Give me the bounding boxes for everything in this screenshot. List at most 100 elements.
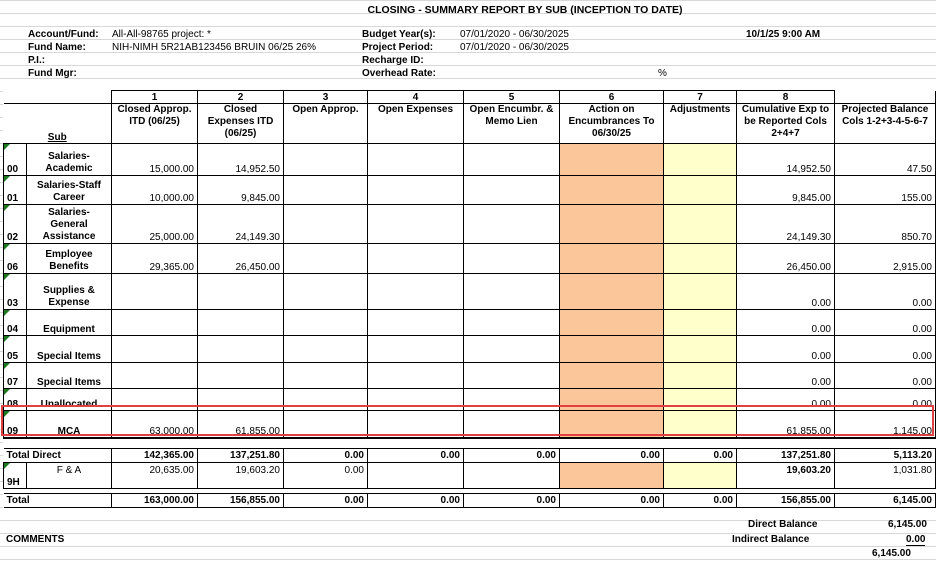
fa-c5[interactable] (463, 462, 560, 489)
fa-row[interactable]: 9H F & A 20,635.00 19,603.20 0.00 19,603… (3, 462, 936, 489)
grand-balance-value[interactable]: 6,145.00 (872, 548, 911, 559)
action-encumbrance-cell[interactable] (559, 243, 664, 274)
open-encumbr-cell[interactable] (463, 143, 560, 176)
fa-c4[interactable] (367, 462, 464, 489)
closed-approp-cell[interactable]: 15,000.00 (111, 143, 198, 176)
open-approp-cell[interactable] (283, 410, 368, 439)
cumulative-exp-cell[interactable]: 0.00 (736, 309, 835, 336)
cumulative-exp-cell[interactable]: 0.00 (736, 362, 835, 389)
action-encumbrance-cell[interactable] (559, 410, 664, 439)
total-direct-c4[interactable]: 0.00 (367, 448, 464, 463)
action-encumbrance-cell[interactable] (559, 362, 664, 389)
cumulative-exp-cell[interactable]: 14,952.50 (736, 143, 835, 176)
adjustment-cell[interactable] (663, 309, 737, 336)
fa-action-encumbrance[interactable] (559, 462, 664, 489)
open-approp-cell[interactable] (283, 309, 368, 336)
adjustment-cell[interactable] (663, 243, 737, 274)
closed-expenses-cell[interactable]: 9,845.00 (197, 175, 284, 205)
fa-adjustment[interactable] (663, 462, 737, 489)
open-approp-cell[interactable] (283, 273, 368, 310)
closed-approp-cell[interactable] (111, 335, 198, 363)
total-c1[interactable]: 163,000.00 (111, 493, 198, 508)
adjustment-cell[interactable] (663, 388, 737, 411)
projected-balance-cell[interactable]: 0.00 (834, 388, 936, 411)
open-encumbr-cell[interactable] (463, 175, 560, 205)
budget-year-value[interactable]: 07/01/2020 - 06/30/2025 (460, 29, 569, 40)
closed-expenses-cell[interactable] (197, 362, 284, 389)
open-approp-cell[interactable] (283, 388, 368, 411)
adjustment-cell[interactable] (663, 362, 737, 389)
projected-balance-cell[interactable]: 850.70 (834, 204, 936, 244)
adjustment-cell[interactable] (663, 335, 737, 363)
total-direct-row[interactable]: Total Direct 142,365.00 137,251.80 0.00 … (3, 448, 936, 463)
projected-balance-cell[interactable]: 0.00 (834, 335, 936, 363)
open-encumbr-cell[interactable] (463, 273, 560, 310)
fund-value[interactable]: NIH-NIMH 5R21AB123456 BRUIN 06/25 26% (112, 42, 316, 53)
total-direct-c7[interactable]: 0.00 (663, 448, 737, 463)
projected-balance-cell[interactable]: 1,145.00 (834, 410, 936, 439)
action-encumbrance-cell[interactable] (559, 273, 664, 310)
open-expenses-cell[interactable] (367, 243, 464, 274)
open-approp-cell[interactable] (283, 143, 368, 176)
total-direct-c9[interactable]: 5,113.20 (834, 448, 936, 463)
action-encumbrance-cell[interactable] (559, 388, 664, 411)
cumulative-exp-cell[interactable]: 9,845.00 (736, 175, 835, 205)
closed-expenses-cell[interactable] (197, 388, 284, 411)
open-expenses-cell[interactable] (367, 362, 464, 389)
cumulative-exp-cell[interactable]: 24,149.30 (736, 204, 835, 244)
open-expenses-cell[interactable] (367, 143, 464, 176)
open-approp-cell[interactable] (283, 243, 368, 274)
open-expenses-cell[interactable] (367, 273, 464, 310)
table-row-mca[interactable]: 09 MCA 63,000.00 61,855.00 61,855.00 1,1… (3, 410, 936, 439)
closed-expenses-cell[interactable]: 24,149.30 (197, 204, 284, 244)
closed-expenses-cell[interactable] (197, 309, 284, 336)
action-encumbrance-cell[interactable] (559, 204, 664, 244)
total-direct-c8[interactable]: 137,251.80 (736, 448, 835, 463)
open-expenses-cell[interactable] (367, 204, 464, 244)
closed-expenses-cell[interactable]: 14,952.50 (197, 143, 284, 176)
action-encumbrance-cell[interactable] (559, 309, 664, 336)
closed-approp-cell[interactable] (111, 273, 198, 310)
open-expenses-cell[interactable] (367, 410, 464, 439)
total-c5[interactable]: 0.00 (463, 493, 560, 508)
adjustment-cell[interactable] (663, 204, 737, 244)
table-row[interactable]: 08 Unallocated 0.00 0.00 (3, 388, 936, 411)
closed-approp-cell[interactable]: 25,000.00 (111, 204, 198, 244)
closed-approp-cell[interactable]: 29,365.00 (111, 243, 198, 274)
open-expenses-cell[interactable] (367, 309, 464, 336)
total-direct-c2[interactable]: 137,251.80 (197, 448, 284, 463)
open-approp-cell[interactable] (283, 204, 368, 244)
closed-approp-cell[interactable] (111, 388, 198, 411)
closed-expenses-cell[interactable] (197, 335, 284, 363)
table-row[interactable]: 07 Special Items 0.00 0.00 (3, 362, 936, 389)
open-encumbr-cell[interactable] (463, 335, 560, 363)
projected-balance-cell[interactable]: 0.00 (834, 362, 936, 389)
cumulative-exp-cell[interactable]: 0.00 (736, 388, 835, 411)
total-direct-c5[interactable]: 0.00 (463, 448, 560, 463)
closed-approp-cell[interactable]: 10,000.00 (111, 175, 198, 205)
total-direct-c1[interactable]: 142,365.00 (111, 448, 198, 463)
total-c9[interactable]: 6,145.00 (834, 493, 936, 508)
total-c6[interactable]: 0.00 (559, 493, 664, 508)
closed-approp-cell[interactable] (111, 309, 198, 336)
total-row[interactable]: Total 163,000.00 156,855.00 0.00 0.00 0.… (3, 493, 936, 508)
adjustment-cell[interactable] (663, 143, 737, 176)
projected-balance-cell[interactable]: 2,915.00 (834, 243, 936, 274)
closed-expenses-cell[interactable] (197, 273, 284, 310)
total-c8[interactable]: 156,855.00 (736, 493, 835, 508)
table-row[interactable]: 04 Equipment 0.00 0.00 (3, 309, 936, 336)
adjustment-cell[interactable] (663, 273, 737, 310)
action-encumbrance-cell[interactable] (559, 175, 664, 205)
fa-c3[interactable]: 0.00 (283, 462, 368, 489)
fa-c9[interactable]: 1,031.80 (834, 462, 936, 489)
open-encumbr-cell[interactable] (463, 309, 560, 336)
cumulative-exp-cell[interactable]: 0.00 (736, 335, 835, 363)
closed-expenses-cell[interactable]: 61,855.00 (197, 410, 284, 439)
closed-approp-cell[interactable]: 63,000.00 (111, 410, 198, 439)
open-approp-cell[interactable] (283, 362, 368, 389)
cumulative-exp-cell[interactable]: 26,450.00 (736, 243, 835, 274)
indirect-balance-value[interactable]: 0.00 (906, 534, 926, 546)
total-c3[interactable]: 0.00 (283, 493, 368, 508)
open-encumbr-cell[interactable] (463, 410, 560, 439)
closed-expenses-cell[interactable]: 26,450.00 (197, 243, 284, 274)
